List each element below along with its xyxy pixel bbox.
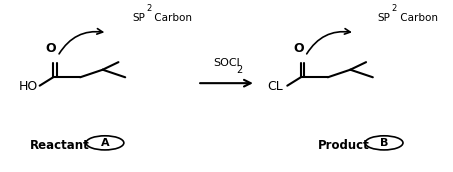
Text: HO: HO xyxy=(19,80,38,93)
Text: CL: CL xyxy=(267,80,283,93)
Text: O: O xyxy=(293,42,304,55)
Text: O: O xyxy=(46,42,56,55)
Text: 2: 2 xyxy=(236,65,243,75)
Text: SP: SP xyxy=(132,13,145,23)
Text: Product: Product xyxy=(318,139,370,152)
Text: SP: SP xyxy=(377,13,390,23)
Text: Carbon: Carbon xyxy=(397,13,438,23)
Text: A: A xyxy=(101,138,109,148)
Text: B: B xyxy=(380,138,388,148)
Text: Carbon: Carbon xyxy=(151,13,193,23)
Text: 2: 2 xyxy=(392,4,397,13)
Text: Reactant: Reactant xyxy=(30,139,90,152)
Text: 2: 2 xyxy=(146,4,152,13)
Text: SOCl: SOCl xyxy=(213,58,240,68)
